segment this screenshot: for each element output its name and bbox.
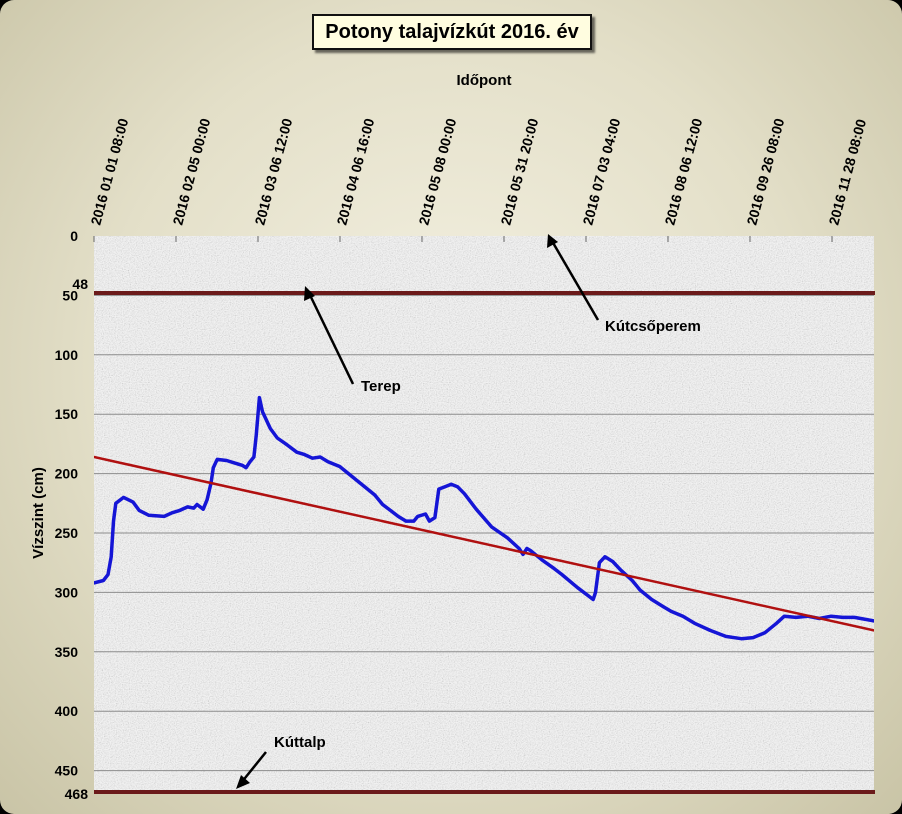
reference-lines — [94, 291, 875, 794]
x-tick-label: 2016 04 06 16:00 — [333, 116, 377, 226]
grid-lines — [94, 294, 874, 772]
y-tick-label: 100 — [55, 347, 79, 363]
annotation-terep: Terep — [304, 286, 401, 395]
annotation-arrow-line — [307, 292, 355, 385]
annotation-arrow-line — [550, 240, 600, 321]
x-tick-label: 2016 03 06 12:00 — [251, 116, 295, 226]
x-tick-labels: 2016 01 01 08:00 2016 02 05 00:00 2016 03 … — [87, 116, 869, 226]
y-axis-title: Vízszint (cm) — [30, 467, 47, 559]
x-axis-title: Időpont — [457, 72, 512, 89]
annotation-arrow-line — [240, 751, 267, 784]
annotation-arrowhead — [304, 286, 315, 301]
y-tick-label: 300 — [55, 584, 79, 600]
plot-texture — [94, 236, 874, 792]
y-tick-label: 150 — [55, 406, 79, 422]
series-line — [94, 395, 874, 641]
x-tick-label: 2016 07 03 04:00 — [579, 116, 623, 226]
annotation-arrowhead — [236, 775, 250, 789]
x-tick-label: 2016 11 28 08:00 — [825, 117, 869, 227]
x-tick-label: 2016 01 01 08:00 — [87, 116, 131, 226]
series-layer — [94, 395, 874, 641]
annotation-label: Kútcsőperem — [605, 318, 701, 335]
annotation-arrowhead — [547, 234, 558, 248]
x-tick-label: 2016 02 05 00:00 — [169, 116, 213, 226]
annotation-kuttalp: Kúttalp — [236, 734, 326, 789]
y-tick-labels: 0 50 100 150 200 250 300 350 400 450 48 468 — [55, 228, 89, 802]
y-extra-label: 468 — [65, 786, 89, 802]
y-tick-label: 50 — [62, 287, 78, 303]
annotation-kutcsoperem: Kútcsőperem — [547, 234, 701, 335]
y-tick-label: 0 — [70, 228, 78, 244]
trend-line — [94, 455, 874, 632]
y-tick-label: 200 — [55, 466, 79, 482]
annotation-label: Terep — [361, 378, 401, 395]
annotation-label: Kúttalp — [274, 734, 326, 751]
y-extra-label: 48 — [72, 276, 88, 292]
x-tick-label: 2016 09 26 08:00 — [743, 116, 787, 226]
y-tick-label: 450 — [55, 763, 79, 779]
x-tick-label: 2016 05 31 20:00 — [497, 116, 541, 226]
y-tick-label: 350 — [55, 644, 79, 660]
y-tick-label: 250 — [55, 525, 79, 541]
x-tick-label: 2016 05 08 00:00 — [415, 116, 459, 226]
x-tick-marks — [93, 236, 833, 242]
y-tick-label: 400 — [55, 703, 79, 719]
chart-title: Potony talajvízkút 2016. év — [312, 14, 592, 50]
x-tick-label: 2016 08 06 12:00 — [661, 116, 705, 226]
